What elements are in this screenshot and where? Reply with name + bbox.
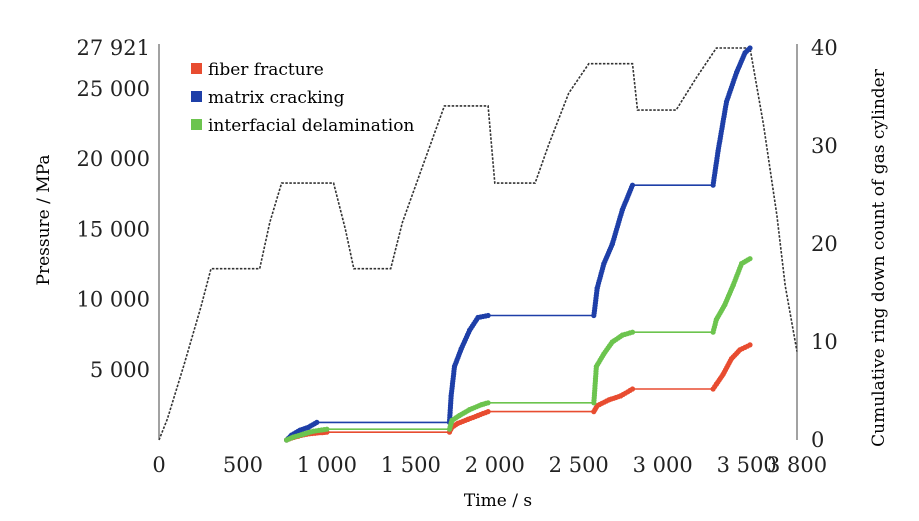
series-matrix-cracking	[284, 45, 753, 443]
axes	[158, 44, 798, 440]
legend-label-interfacial-delamination: interfacial delamination	[208, 116, 414, 136]
left-tick-label: 20 000	[77, 147, 150, 171]
left-axis-title: Pressure / MPa	[34, 155, 54, 286]
right-tick-labels: 0 10 20 30 40	[811, 36, 838, 452]
x-tick-label: 3 000	[633, 453, 693, 477]
x-tick-label: 500	[223, 453, 263, 477]
left-tick-label: 10 000	[77, 288, 150, 312]
left-tick-label: 5 000	[90, 358, 150, 382]
legend-swatch-fiber-fracture	[191, 63, 202, 74]
left-tick-label: 27 921	[77, 36, 150, 60]
pressure-line	[158, 47, 798, 441]
x-tick-label: 1 000	[297, 453, 357, 477]
interfacial-delamination-marker	[747, 256, 753, 262]
series-interfacial-delamination	[284, 256, 753, 443]
x-tick-label: 2 500	[549, 453, 609, 477]
interfacial-delamination-marker	[324, 426, 330, 432]
right-axis-title: Cumulative ring down count of gas cylind…	[869, 68, 889, 447]
interfacial-delamination-marker	[485, 400, 491, 406]
right-tick-label: 20	[811, 232, 838, 256]
matrix-cracking-marker	[314, 419, 320, 425]
matrix-cracking-marker	[629, 182, 636, 188]
legend: fiber fracture matrix cracking interfacial…	[191, 60, 414, 136]
right-tick-label: 0	[811, 428, 824, 452]
x-tick-label: 1 500	[381, 453, 441, 477]
legend-label-fiber-fracture: fiber fracture	[208, 60, 324, 80]
left-tick-label: 15 000	[77, 217, 150, 241]
matrix-cracking-marker	[747, 45, 753, 51]
x-tick-label: 2 000	[465, 453, 525, 477]
right-tick-label: 40	[811, 36, 838, 60]
x-axis-title: Time / s	[464, 491, 532, 511]
left-tick-label: 25 000	[77, 77, 150, 101]
legend-swatch-interfacial-delamination	[191, 119, 202, 130]
x-tick-label: 3 500	[717, 453, 777, 477]
right-tick-label: 10	[811, 330, 838, 354]
interfacial-delamination-marker	[629, 329, 636, 335]
x-tick-label: 3 800	[767, 453, 827, 477]
legend-swatch-matrix-cracking	[191, 91, 202, 102]
legend-label-matrix-cracking: matrix cracking	[208, 88, 345, 108]
right-tick-label: 30	[811, 134, 838, 158]
matrix-cracking-marker	[485, 312, 491, 319]
fiber-fracture-marker	[747, 342, 753, 348]
fiber-fracture-marker	[485, 409, 491, 415]
x-tick-label: 0	[152, 453, 165, 477]
fiber-fracture-marker	[629, 386, 636, 392]
plot-area	[158, 45, 798, 443]
left-tick-labels: 5 000 10 000 15 000 20 000 25 000 27 921	[77, 36, 150, 382]
